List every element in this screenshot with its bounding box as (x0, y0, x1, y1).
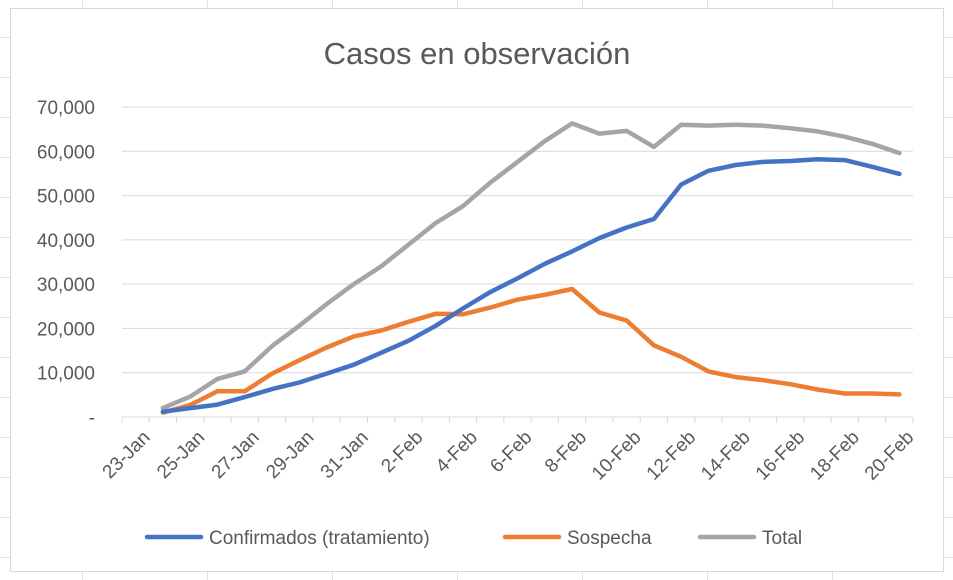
y-axis-tick-labels: - 10,000 20,000 30,000 40,000 50,000 60,000 70,… (37, 98, 95, 429)
series-line-confirmados-tratamiento[interactable] (160, 157, 902, 414)
x-tick-label: 2-Feb (377, 427, 427, 477)
x-tick-label: 8-Feb (541, 427, 591, 477)
x-tick-label: 16-Feb (752, 427, 809, 484)
chart-title: Casos en observación (324, 36, 631, 71)
legend-label-confirmados-tratamiento: Confirmados (tratamiento) (209, 528, 430, 549)
legend-label-total: Total (762, 528, 802, 549)
series-lines (160, 121, 902, 415)
series-line-sospecha[interactable] (160, 286, 902, 415)
x-tick-label: 20-Feb (861, 427, 918, 484)
x-tick-label: 12-Feb (643, 427, 700, 484)
x-tick-label: 27-Jan (208, 427, 264, 483)
x-tick-label: 25-Jan (153, 427, 209, 483)
y-tick-label: 60,000 (37, 142, 95, 163)
y-tick-label: 20,000 (37, 319, 95, 340)
y-tick-label: 10,000 (37, 364, 95, 385)
y-tick-label: 50,000 (37, 187, 95, 208)
x-tick-label: 31-Jan (317, 427, 373, 483)
y-tick-label: 40,000 (37, 231, 95, 252)
legend-label-sospecha: Sospecha (567, 528, 652, 549)
legend: Confirmados (tratamiento) Sospecha Total (144, 528, 802, 549)
y-tick-label: - (89, 408, 95, 429)
x-tick-label: 18-Feb (806, 427, 863, 484)
x-tick-label: 10-Feb (588, 427, 645, 484)
x-tick-label: 29-Jan (262, 427, 318, 483)
x-tick-label: 14-Feb (697, 427, 754, 484)
x-tick-label: 23-Jan (99, 427, 155, 483)
x-tick-label: 4-Feb (432, 427, 482, 477)
x-tick-label: 6-Feb (486, 427, 536, 477)
y-tick-label: 70,000 (37, 98, 95, 119)
x-axis (121, 416, 914, 423)
y-tick-label: 30,000 (37, 275, 95, 296)
chart-area[interactable] (10, 8, 944, 572)
y-gridlines (122, 106, 913, 374)
series-line-total[interactable] (160, 121, 902, 411)
